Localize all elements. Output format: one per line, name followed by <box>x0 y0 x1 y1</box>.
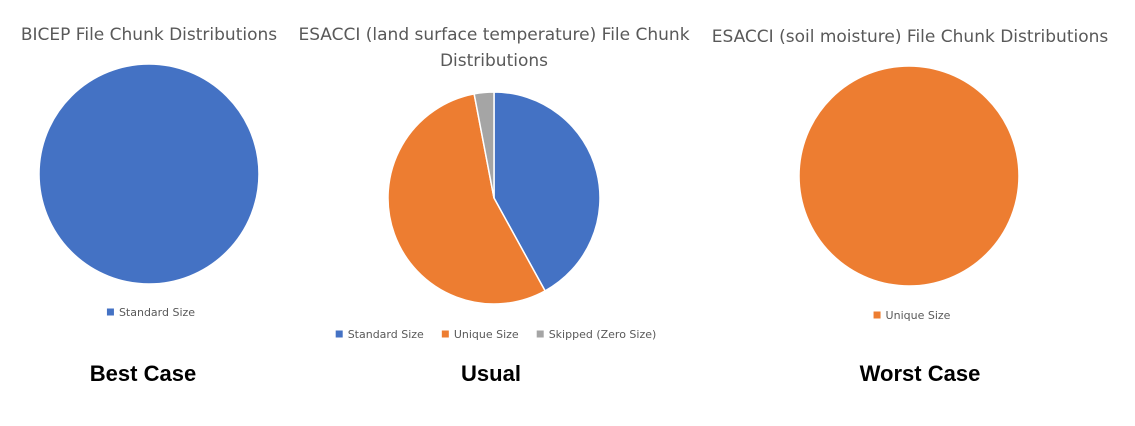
legend-item-standard-size: Standard Size <box>106 306 195 319</box>
legend-esacci-lst: Standard Size Unique Size Skipped (Zero Si… <box>335 328 657 341</box>
legend-label: Unique Size <box>886 309 951 322</box>
legend-swatch <box>106 308 114 316</box>
legend-label: Unique Size <box>454 328 519 341</box>
chart-title: BICEP File Chunk Distributions <box>21 25 277 45</box>
chart-title: ESACCI (soil moisture) File Chunk Distri… <box>712 27 1109 47</box>
pie-bicep <box>38 63 260 285</box>
chart-bicep: BICEP File Chunk Distributions Standard … <box>21 25 277 386</box>
legend-label: Standard Size <box>348 328 424 341</box>
case-caption: Worst Case <box>860 361 981 386</box>
legend-item-unique-size: Unique Size <box>441 328 519 341</box>
legend-item-skipped-zero-size: Skipped (Zero Size) <box>536 328 657 341</box>
pie-slice-standard-size <box>493 91 601 292</box>
legend-swatch <box>441 330 449 338</box>
legend-item-unique-size: Unique Size <box>873 309 951 322</box>
pie-slice-standard-size <box>38 63 260 285</box>
legend-bicep: Standard Size <box>106 306 195 319</box>
chart-esacci-lst: ESACCI (land surface temperature) File C… <box>298 25 689 386</box>
chart-esacci-sm: ESACCI (soil moisture) File Chunk Distri… <box>712 27 1109 386</box>
legend-label: Standard Size <box>119 306 195 319</box>
chart-title-line-2: Distributions <box>440 51 548 71</box>
pie-slice-skipped-zero-size <box>473 91 495 199</box>
case-caption: Best Case <box>90 361 196 386</box>
legend-item-standard-size: Standard Size <box>335 328 424 341</box>
legend-swatch <box>536 330 544 338</box>
legend-label: Skipped (Zero Size) <box>549 328 657 341</box>
case-caption: Usual <box>461 361 521 386</box>
pie-slice-unique-size <box>798 65 1020 287</box>
pie-slice-unique-size <box>387 92 547 305</box>
legend-swatch <box>335 330 343 338</box>
pie-esacci-sm <box>798 65 1020 287</box>
chart-title-line-1: ESACCI (land surface temperature) File C… <box>298 25 689 45</box>
legend-swatch <box>873 311 881 319</box>
pie-esacci-lst <box>387 91 601 305</box>
legend-esacci-sm: Unique Size <box>873 309 951 322</box>
